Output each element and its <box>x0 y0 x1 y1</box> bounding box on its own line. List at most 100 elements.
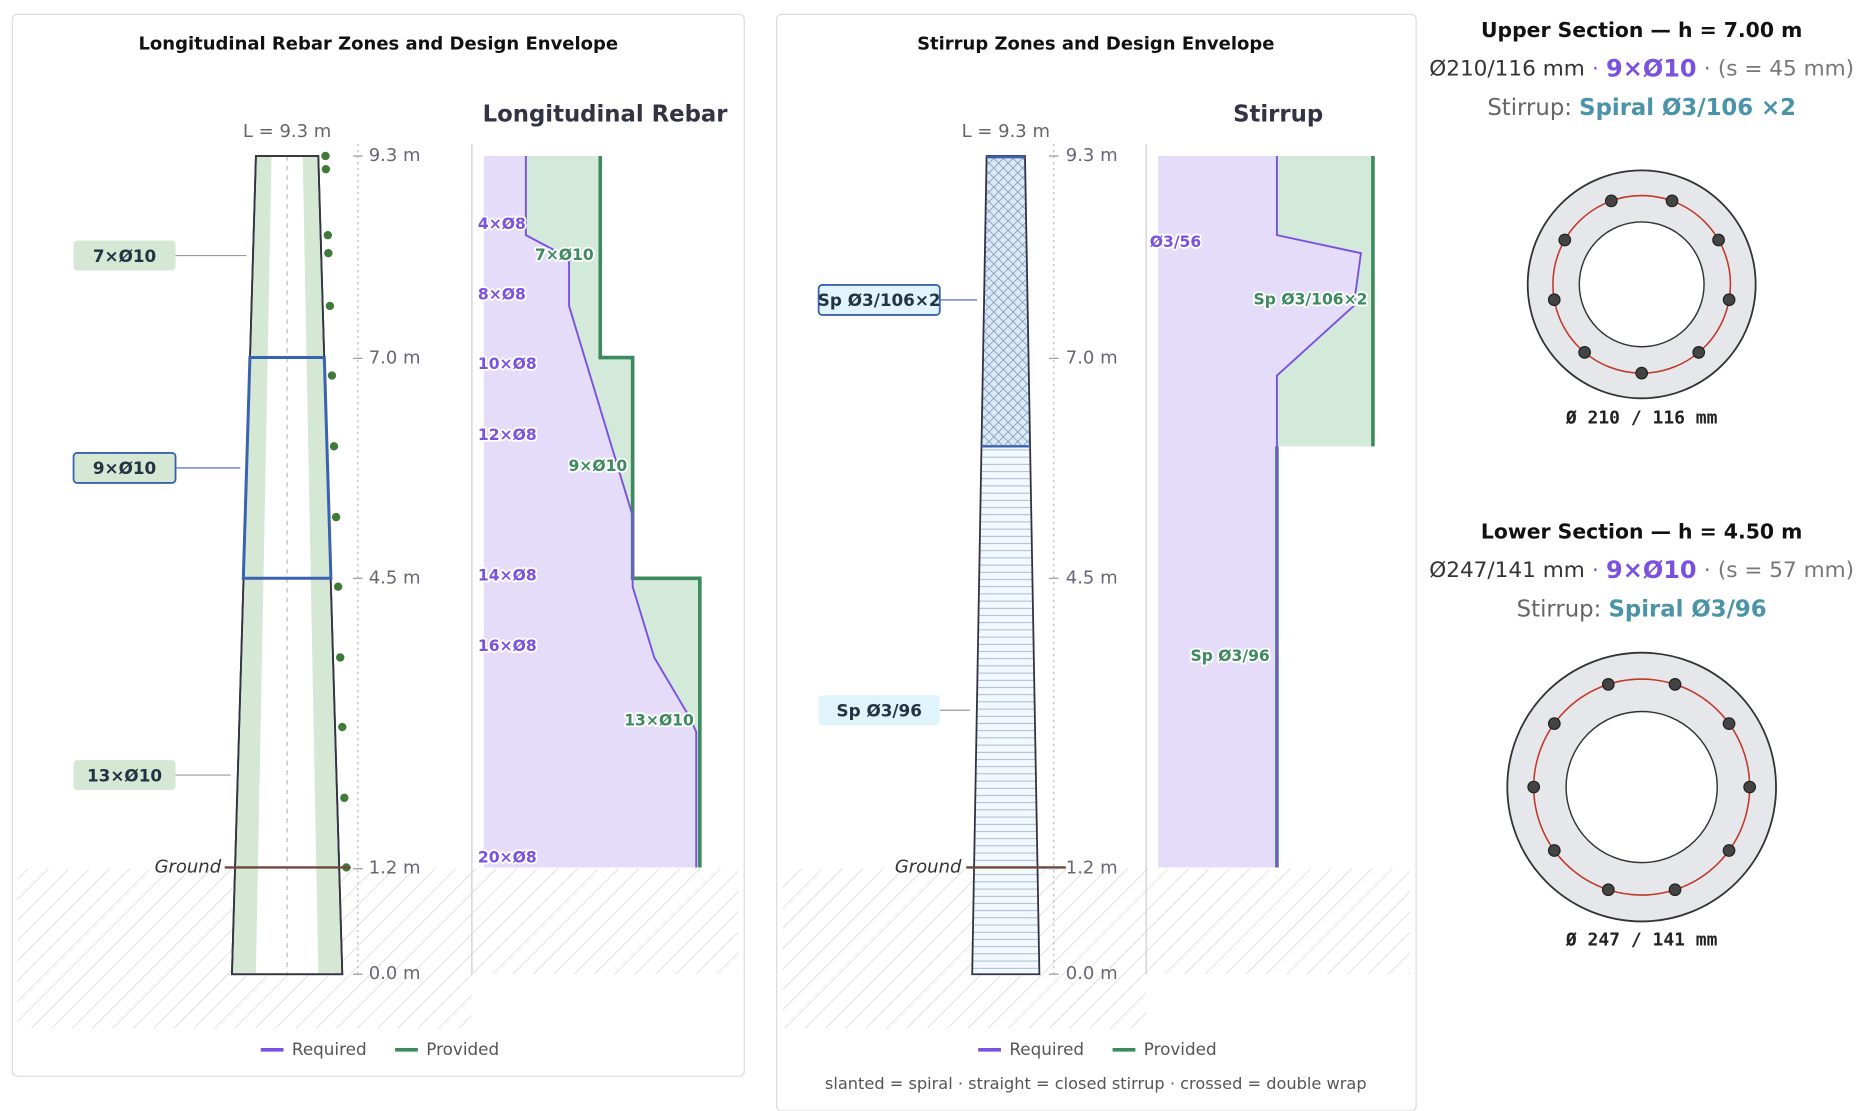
zone-label: Sp Ø3/96 <box>837 700 922 720</box>
section-caption: Ø 247 / 141 mm <box>1565 930 1718 951</box>
spacing: (s = 57 mm) <box>1718 558 1854 583</box>
rebar <box>1527 780 1541 794</box>
spacing: (s = 45 mm) <box>1718 57 1854 82</box>
section-title: Upper Section — h = 7.00 m <box>1481 18 1802 42</box>
rebar <box>1722 293 1736 307</box>
rebar <box>1722 844 1736 857</box>
required-label: 12×Ø8 <box>478 426 537 444</box>
required-label: 14×Ø8 <box>478 566 537 584</box>
tick-label: 9.3 m <box>1066 145 1118 166</box>
zone-label-box <box>73 240 176 271</box>
rebar <box>1692 346 1706 359</box>
separator: · <box>1592 558 1599 583</box>
provided-label: Sp Ø3/96 <box>1191 647 1270 665</box>
tick-label: 7.0 m <box>1066 347 1118 368</box>
ground-hatch <box>1146 868 1411 975</box>
ground-hatch <box>782 868 1147 1029</box>
bars: 9×Ø10 <box>1606 55 1697 83</box>
rebar <box>1547 717 1561 730</box>
tick-label: 4.5 m <box>1066 567 1118 588</box>
rebar <box>1601 678 1615 691</box>
provided-label: 13×Ø10 <box>624 712 694 730</box>
tick-label: 4.5 m <box>369 567 421 588</box>
required-label: 4×Ø8 <box>478 215 526 233</box>
pole-lower <box>972 446 1040 975</box>
stirrup-label: Stirrup: <box>1487 94 1572 120</box>
rebar-dot <box>323 230 333 240</box>
tick-label: 1.2 m <box>1066 858 1118 879</box>
zone-label-box <box>817 284 941 316</box>
dims: Ø247/141 mm <box>1429 558 1585 583</box>
rebar-dot <box>340 793 349 803</box>
zone-label: 13×Ø10 <box>87 765 162 785</box>
rebar-dot <box>327 371 337 380</box>
rebar <box>1712 233 1725 247</box>
rebar-dot <box>336 653 345 662</box>
rebar-dot <box>338 722 347 732</box>
provided-label: 7×Ø10 <box>535 246 594 264</box>
tick-label: 1.2 m <box>369 858 421 879</box>
rebar <box>1668 678 1682 691</box>
rebar <box>1604 194 1618 208</box>
pole-upper <box>981 155 1031 447</box>
legend-label: Required <box>1009 1039 1084 1059</box>
panel-title: Stirrup Zones and Design Envelope <box>917 33 1274 54</box>
envelope-title: Longitudinal Rebar <box>483 102 729 128</box>
required-line <box>1275 155 1362 868</box>
legend-label: Provided <box>426 1039 499 1059</box>
rebar-dot <box>331 512 341 522</box>
tick-label: 9.3 m <box>369 145 421 166</box>
zone-label: Sp Ø3/106×2 <box>818 290 941 310</box>
section-title: Lower Section — h = 4.50 m <box>1481 520 1802 544</box>
legend-label: Provided <box>1144 1039 1217 1059</box>
rebar <box>1722 717 1736 730</box>
rebar <box>1743 780 1757 794</box>
section-stirrup: Stirrup: Spiral Ø3/96 <box>1517 596 1767 622</box>
provided-line <box>598 155 702 868</box>
zone-label: 9×Ø10 <box>93 458 156 478</box>
rebar-dot <box>321 151 330 161</box>
rebar-dot <box>329 442 339 451</box>
required-area <box>1158 155 1361 868</box>
envelope-title: Stirrup <box>1233 102 1323 128</box>
ground-hatch <box>471 868 739 975</box>
separator: · <box>1704 57 1711 82</box>
section-caption: Ø 210 / 116 mm <box>1565 408 1718 429</box>
dims: Ø210/116 mm <box>1429 57 1585 82</box>
rebar-dot <box>321 164 331 174</box>
section-dims: Ø210/116 mm · 9×Ø10 · (s = 45 mm) <box>1429 55 1854 83</box>
section-stirrup: Stirrup: Spiral Ø3/106 ×2 <box>1487 94 1796 120</box>
rebar <box>1601 883 1615 897</box>
zone-label-box <box>72 452 177 484</box>
ground-label: Ground <box>895 856 962 877</box>
required-area <box>483 155 697 868</box>
zone-label: 7×Ø10 <box>93 246 156 266</box>
tick-label: 7.0 m <box>369 347 421 368</box>
rebar-dot <box>324 248 333 258</box>
rebar <box>1635 366 1649 380</box>
length-label: L = 9.3 m <box>243 121 331 142</box>
required-label: 10×Ø8 <box>478 355 537 373</box>
pole-outline <box>230 155 344 976</box>
separator: · <box>1704 558 1711 583</box>
section-inner <box>1578 221 1705 348</box>
tick-label: 0.0 m <box>369 963 421 984</box>
required-label: 20×Ø8 <box>478 848 537 866</box>
zone-label-box <box>818 695 940 726</box>
stirrup: Spiral Ø3/96 <box>1609 596 1767 622</box>
length-label: L = 9.3 m <box>962 121 1050 142</box>
rebar <box>1665 194 1679 208</box>
rebar <box>1547 293 1561 307</box>
legend-label: Required <box>292 1039 367 1059</box>
rebar-dot <box>333 582 343 591</box>
rebar-dot <box>325 301 335 311</box>
rebar <box>1547 844 1561 857</box>
ground-label: Ground <box>155 856 222 877</box>
zone-label-box <box>73 760 176 791</box>
rebar <box>1668 883 1682 897</box>
pole-core <box>255 157 319 974</box>
provided-label: 9×Ø10 <box>568 457 627 475</box>
zone-outline <box>241 356 333 580</box>
legend-note: slanted = spiral · straight = closed sti… <box>825 1074 1367 1093</box>
